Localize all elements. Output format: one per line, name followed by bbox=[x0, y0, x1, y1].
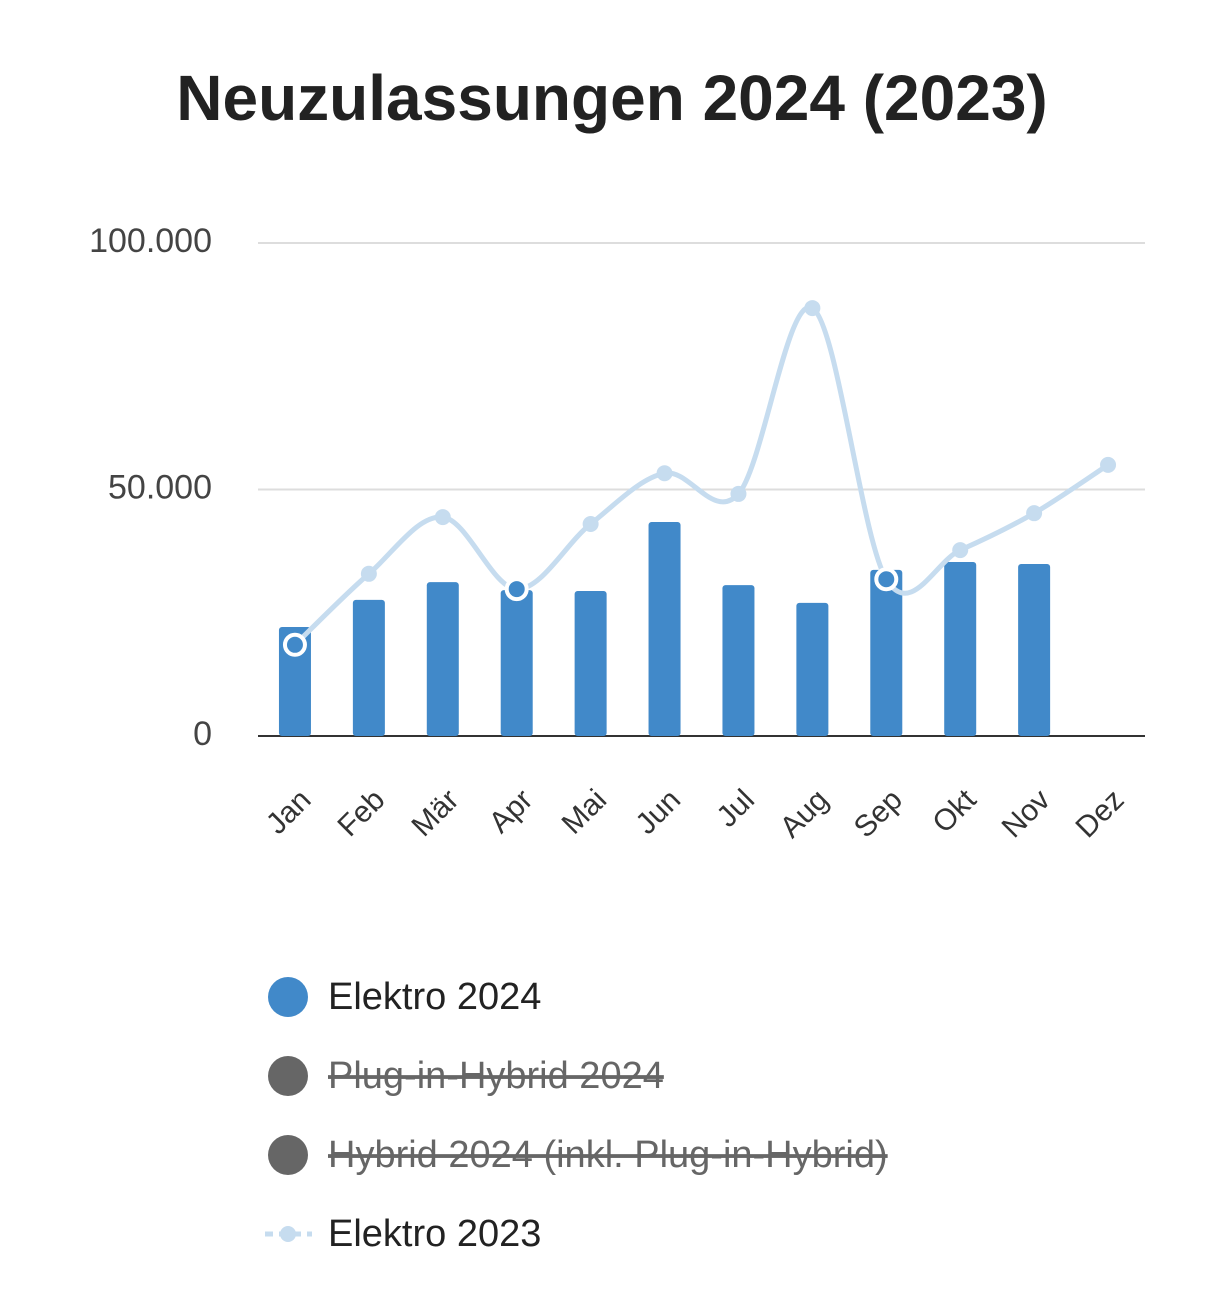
bar bbox=[796, 602, 829, 736]
marker bbox=[656, 465, 673, 482]
marker bbox=[582, 516, 599, 533]
x-tick-label: Aug bbox=[774, 783, 835, 844]
x-tick-label: Sep bbox=[848, 783, 909, 844]
bar bbox=[426, 582, 459, 736]
bar bbox=[352, 599, 385, 736]
x-tick-label: Mär bbox=[405, 783, 465, 843]
marker bbox=[1100, 456, 1117, 473]
x-tick-label: Dez bbox=[1070, 783, 1131, 844]
y-tick-label: 50.000 bbox=[108, 468, 212, 506]
legend-label: Plug-in-Hybrid 2024 bbox=[328, 1055, 664, 1097]
bar bbox=[500, 590, 533, 736]
legend-symbol bbox=[268, 1135, 308, 1175]
line bbox=[293, 305, 1110, 647]
bar bbox=[944, 561, 977, 736]
marker bbox=[874, 567, 899, 592]
chart-title: Neuzulassungen 2024 (2023) bbox=[176, 62, 1047, 134]
legend-symbol bbox=[268, 1056, 308, 1096]
x-tick-label: Mai bbox=[556, 783, 614, 841]
marker bbox=[1026, 505, 1043, 522]
bar bbox=[1018, 563, 1051, 736]
x-tick-label: Jul bbox=[711, 783, 761, 833]
marker bbox=[434, 509, 451, 526]
marker bbox=[804, 300, 821, 317]
marker bbox=[730, 485, 747, 502]
marker bbox=[952, 542, 969, 559]
bar bbox=[278, 627, 311, 736]
y-tick-label: 100.000 bbox=[89, 222, 212, 260]
x-tick-label: Jun bbox=[630, 783, 688, 841]
x-tick-label: Jan bbox=[260, 783, 318, 841]
legend-symbol bbox=[280, 1226, 296, 1242]
bar bbox=[574, 591, 607, 736]
x-tick-label: Apr bbox=[483, 783, 539, 839]
marker bbox=[282, 632, 307, 657]
x-tick-label: Nov bbox=[996, 783, 1057, 844]
bar bbox=[870, 569, 903, 736]
bar bbox=[722, 585, 755, 736]
legend-label: Elektro 2024 bbox=[328, 976, 541, 1018]
x-tick-label: Okt bbox=[926, 783, 983, 840]
marker bbox=[360, 565, 377, 582]
y-tick-label: 0 bbox=[193, 715, 212, 753]
legend-label: Elektro 2023 bbox=[328, 1213, 541, 1255]
legend-label: Hybrid 2024 (inkl. Plug-in-Hybrid) bbox=[328, 1134, 888, 1176]
x-tick-label: Feb bbox=[332, 783, 392, 843]
marker bbox=[504, 577, 529, 602]
bar bbox=[648, 522, 681, 736]
legend-symbol bbox=[268, 977, 308, 1017]
